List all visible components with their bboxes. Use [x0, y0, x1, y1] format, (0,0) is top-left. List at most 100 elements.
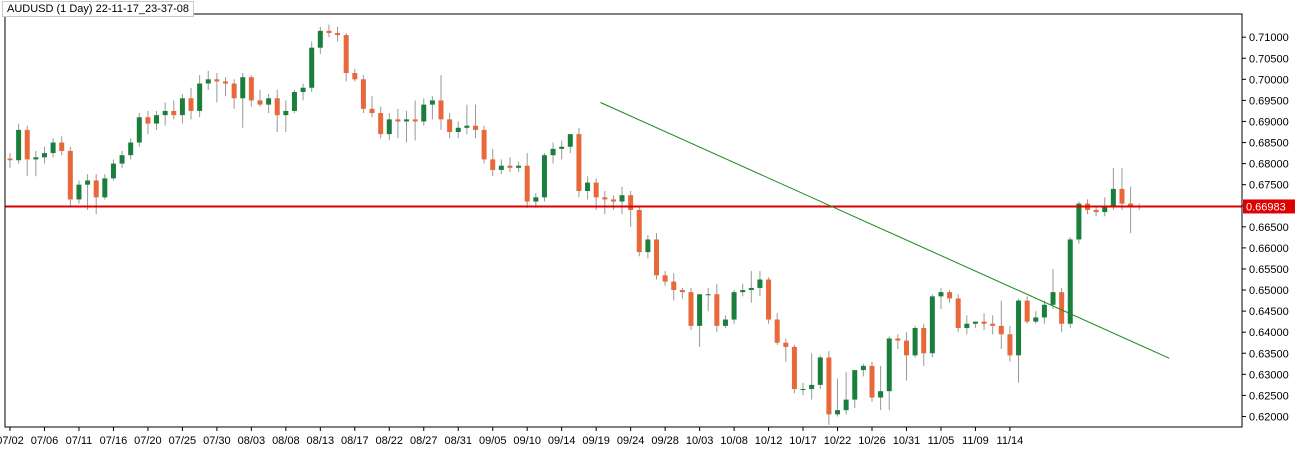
candle: [24, 125, 30, 177]
candle: [748, 271, 754, 303]
candle: [550, 142, 556, 164]
y-axis-tick-label: 0.63500: [1249, 348, 1289, 360]
candle: [1128, 186, 1134, 234]
candle-body-bear: [688, 292, 694, 326]
overlay-lines-layer: [5, 102, 1242, 359]
x-axis-tick-label: 08/03: [238, 435, 266, 447]
candle-body-bull: [731, 292, 737, 320]
candle-body-bear: [1059, 292, 1065, 324]
candle-body-bull: [929, 296, 935, 354]
candle-body-bull: [852, 370, 858, 400]
candle: [791, 344, 797, 394]
x-axis-tick-label: 07/30: [203, 435, 231, 447]
candle-body-bull: [119, 155, 125, 164]
candle-body-bear: [171, 110, 177, 116]
x-axis-tick-label: 09/28: [651, 435, 679, 447]
candle: [110, 159, 116, 181]
candle-body-bear: [998, 325, 1004, 335]
candle: [516, 161, 522, 173]
x-axis-tick-label: 09/05: [479, 435, 507, 447]
candle-body-bear: [602, 197, 608, 200]
candle-body-bear: [774, 319, 780, 343]
candle: [404, 110, 410, 143]
candle-body-bear: [145, 117, 151, 124]
x-axis-tick-label: 07/16: [100, 435, 128, 447]
y-axis-tick-label: 0.69500: [1249, 95, 1289, 107]
candle-body-bull: [421, 104, 427, 122]
candle: [869, 361, 875, 402]
candle: [576, 127, 582, 198]
candle: [309, 41, 315, 92]
candle-body-bear: [335, 32, 341, 36]
y-axis-tick-label: 0.71000: [1249, 32, 1289, 44]
candle: [878, 365, 884, 411]
candle: [1076, 201, 1082, 244]
candle: [171, 100, 177, 120]
candle-body-bear: [671, 281, 677, 291]
candle: [50, 138, 56, 158]
candle: [602, 191, 608, 215]
trend-line[interactable]: [600, 102, 1170, 359]
candle: [654, 233, 659, 280]
candle-body-bear: [7, 158, 13, 161]
candle: [1067, 237, 1073, 328]
price-tag-label: 0.66983: [1246, 201, 1286, 213]
candle-body-bear: [257, 100, 263, 105]
y-axis-tick-label: 0.70500: [1249, 53, 1289, 65]
candle: [240, 73, 246, 128]
x-axis-tick-label: 09/10: [513, 435, 541, 447]
candle: [722, 315, 728, 328]
candle: [774, 313, 780, 345]
x-axis-tick-label: 09/14: [548, 435, 576, 447]
candle: [671, 273, 677, 301]
candle: [464, 104, 470, 135]
candle-body-bull: [964, 323, 970, 328]
candle-body-bear: [67, 150, 73, 200]
candle-body-bull: [938, 292, 944, 297]
y-axis-tick-label: 0.64000: [1249, 327, 1289, 339]
candle-body-bear: [472, 125, 478, 130]
candle: [412, 100, 418, 141]
candle-body-bull: [110, 163, 116, 179]
candle: [59, 136, 65, 156]
candle: [490, 148, 496, 177]
candle-body-bear: [921, 327, 927, 354]
candle: [610, 195, 616, 210]
candle: [1119, 167, 1125, 210]
candle-body-bull: [85, 180, 91, 185]
candle-body-bull: [154, 115, 160, 124]
candle-body-bull: [291, 91, 297, 111]
candle: [128, 138, 134, 160]
candle-body-bear: [869, 365, 875, 398]
candle: [714, 283, 720, 333]
candle: [455, 121, 461, 139]
candle: [645, 235, 651, 259]
candle-body-bear: [481, 129, 487, 160]
candle: [188, 87, 194, 120]
candle-body-bear: [93, 180, 99, 198]
candle: [757, 271, 763, 297]
candle: [912, 325, 918, 358]
x-axis-tick-label: 07/25: [169, 435, 197, 447]
x-axis-tick-label: 11/05: [928, 435, 955, 447]
candle-body-bull: [1050, 292, 1056, 305]
candle-body-bear: [223, 81, 228, 84]
candle-body-bull: [1067, 239, 1073, 324]
x-axis-tick-label: 09/19: [582, 435, 610, 447]
candle-body-bull: [317, 30, 323, 48]
candle: [1016, 298, 1022, 383]
candle: [154, 110, 160, 130]
candle-body-bear: [990, 323, 996, 326]
plot-frame: [4, 13, 1243, 428]
candle: [274, 89, 280, 132]
candle: [541, 153, 547, 202]
candle: [895, 334, 901, 350]
x-axis-tick-label: 08/27: [410, 435, 438, 447]
candle-body-bull: [162, 110, 168, 116]
candle-body-bear: [412, 119, 418, 122]
candle: [352, 68, 358, 82]
candle: [998, 300, 1004, 350]
candle-body-bear: [1093, 209, 1099, 213]
x-axis-tick-label: 10/31: [893, 435, 921, 447]
candle-body-bull: [309, 47, 315, 88]
